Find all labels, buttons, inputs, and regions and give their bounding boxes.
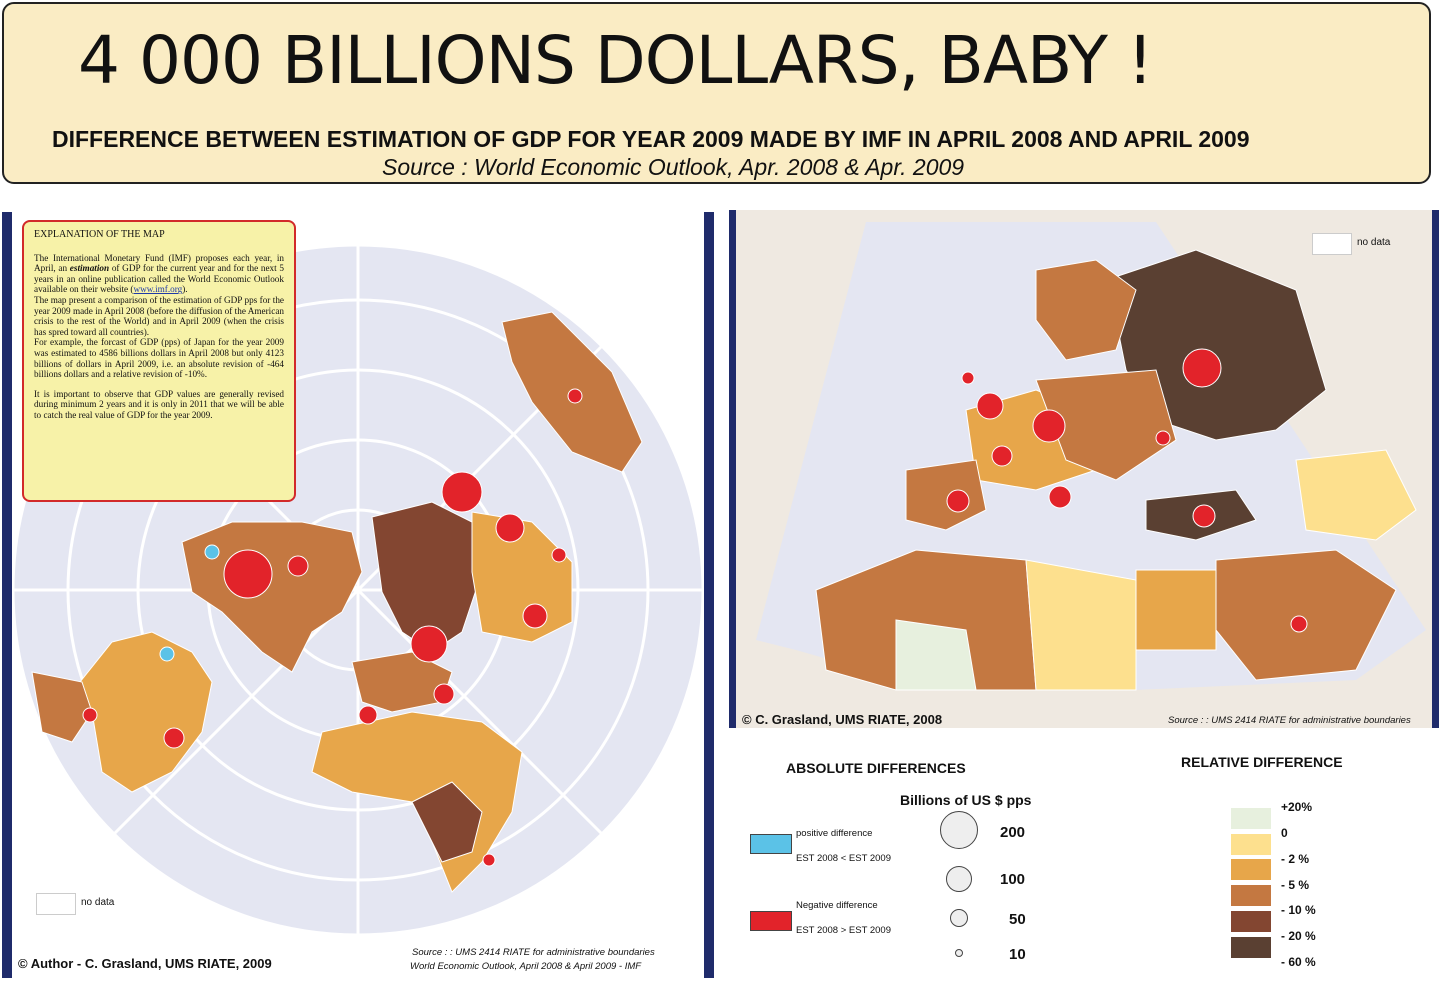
page-title: 4 000 BILLIONS DOLLARS, BABY ! — [78, 22, 1153, 99]
left-map-source-1: Source : : UMS 2414 RIATE for administra… — [412, 947, 655, 958]
relative-swatch-2 — [1231, 859, 1271, 881]
size-label-50: 50 — [1009, 911, 1026, 928]
europe-mena-map-graphic — [736, 210, 1432, 728]
title-banner — [2, 2, 1431, 184]
relative-swatch-4 — [1231, 910, 1271, 932]
nodata-swatch-right — [1312, 233, 1352, 255]
left-map-source-2: World Economic Outlook, April 2008 & Apr… — [410, 961, 642, 972]
relative-swatch-3 — [1231, 885, 1271, 907]
nodata-label-right: no data — [1357, 237, 1391, 248]
size-label-100: 100 — [1000, 871, 1026, 888]
negative-difference-label: Negative difference — [796, 900, 878, 911]
explanation-heading: EXPLANATION OF THE MAP — [34, 229, 165, 240]
relative-swatch-0 — [1231, 808, 1271, 829]
positive-difference-label: positive difference — [796, 828, 873, 839]
relative-label-2: - 2 % — [1281, 852, 1310, 866]
explanation-paragraph-3: For example, the forcast of GDP (pps) of… — [34, 337, 284, 380]
relative-label-4: - 10 % — [1281, 903, 1316, 917]
size-label-200: 200 — [1000, 824, 1026, 841]
nodata-label-left: no data — [81, 897, 115, 908]
size-circle-200 — [940, 811, 978, 849]
relative-label-1: 0 — [1281, 826, 1288, 840]
positive-difference-desc: EST 2008 < EST 2009 — [796, 853, 891, 864]
relative-label-0: +20% — [1281, 800, 1313, 814]
imf-link[interactable]: www.imf.org — [133, 284, 183, 295]
relative-legend-title: RELATIVE DIFFERENCE — [1181, 754, 1343, 770]
explanation-paragraph-4: It is important to observe that GDP valu… — [34, 388, 284, 420]
positive-difference-swatch — [750, 834, 792, 854]
absolute-legend-title: ABSOLUTE DIFFERENCES — [786, 760, 966, 776]
size-circle-50 — [950, 909, 968, 927]
size-label-10: 10 — [1009, 946, 1026, 963]
source-line: Source : World Economic Outlook, Apr. 20… — [382, 154, 965, 180]
negative-difference-swatch — [750, 911, 792, 931]
relative-label-5: - 20 % — [1281, 929, 1316, 943]
explanation-paragraph-1: The International Monetary Fund (IMF) pr… — [34, 252, 284, 295]
absolute-legend-unit: Billions of US $ pps — [900, 792, 1032, 808]
nodata-swatch-left — [36, 893, 76, 915]
right-map-credit: © C. Grasland, UMS RIATE, 2008 — [742, 712, 943, 727]
relative-label-3: - 5 % — [1281, 878, 1310, 892]
relative-swatch-5 — [1231, 936, 1271, 958]
page-subtitle: DIFFERENCE BETWEEN ESTIMATION OF GDP FOR… — [52, 126, 1250, 152]
explanation-paragraph-2: The map present a comparison of the esti… — [34, 294, 284, 337]
relative-legend: +20% 0 - 2 % - 5 % - 10 % - 20 % - 60 % — [1231, 796, 1391, 976]
left-map-credit: © Author - C. Grasland, UMS RIATE, 2009 — [18, 956, 272, 971]
size-circle-100 — [946, 866, 972, 892]
relative-label-6: - 60 % — [1281, 955, 1316, 969]
explanation-box: EXPLANATION OF THE MAP The International… — [22, 220, 296, 502]
size-circle-10 — [955, 949, 963, 957]
right-map-source: Source : : UMS 2414 RIATE for administra… — [1168, 715, 1411, 726]
europe-mena-map — [729, 210, 1439, 728]
relative-swatch-1 — [1231, 833, 1271, 855]
negative-difference-desc: EST 2008 > EST 2009 — [796, 925, 891, 936]
